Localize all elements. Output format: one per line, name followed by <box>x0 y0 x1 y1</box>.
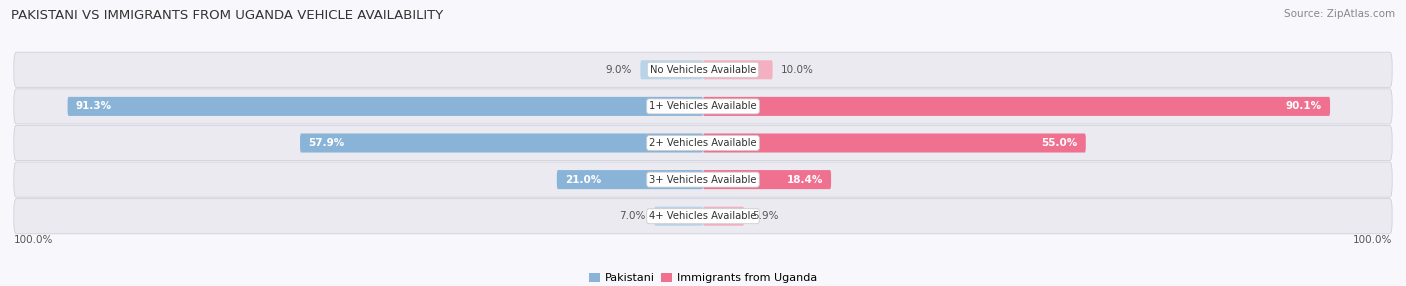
Text: Source: ZipAtlas.com: Source: ZipAtlas.com <box>1284 9 1395 19</box>
FancyBboxPatch shape <box>703 134 1085 152</box>
Text: PAKISTANI VS IMMIGRANTS FROM UGANDA VEHICLE AVAILABILITY: PAKISTANI VS IMMIGRANTS FROM UGANDA VEHI… <box>11 9 443 21</box>
Text: 100.0%: 100.0% <box>1353 235 1392 245</box>
FancyBboxPatch shape <box>14 162 1392 197</box>
Text: 4+ Vehicles Available: 4+ Vehicles Available <box>650 211 756 221</box>
FancyBboxPatch shape <box>14 52 1392 87</box>
FancyBboxPatch shape <box>703 60 773 79</box>
FancyBboxPatch shape <box>557 170 703 189</box>
Text: 18.4%: 18.4% <box>786 175 823 184</box>
FancyBboxPatch shape <box>14 199 1392 234</box>
Text: No Vehicles Available: No Vehicles Available <box>650 65 756 75</box>
Text: 90.1%: 90.1% <box>1285 102 1322 111</box>
Text: 21.0%: 21.0% <box>565 175 602 184</box>
FancyBboxPatch shape <box>14 126 1392 160</box>
Text: 7.0%: 7.0% <box>620 211 645 221</box>
Text: 2+ Vehicles Available: 2+ Vehicles Available <box>650 138 756 148</box>
Text: 100.0%: 100.0% <box>14 235 53 245</box>
Text: 91.3%: 91.3% <box>76 102 112 111</box>
Text: 5.9%: 5.9% <box>752 211 779 221</box>
FancyBboxPatch shape <box>640 60 703 79</box>
FancyBboxPatch shape <box>654 207 703 226</box>
FancyBboxPatch shape <box>67 97 703 116</box>
FancyBboxPatch shape <box>703 207 744 226</box>
Text: 10.0%: 10.0% <box>780 65 814 75</box>
FancyBboxPatch shape <box>703 97 1330 116</box>
Text: 9.0%: 9.0% <box>606 65 633 75</box>
Text: 57.9%: 57.9% <box>308 138 344 148</box>
Legend: Pakistani, Immigrants from Uganda: Pakistani, Immigrants from Uganda <box>585 268 821 286</box>
Text: 1+ Vehicles Available: 1+ Vehicles Available <box>650 102 756 111</box>
FancyBboxPatch shape <box>703 170 831 189</box>
FancyBboxPatch shape <box>14 89 1392 124</box>
Text: 55.0%: 55.0% <box>1042 138 1077 148</box>
Text: 3+ Vehicles Available: 3+ Vehicles Available <box>650 175 756 184</box>
FancyBboxPatch shape <box>299 134 703 152</box>
